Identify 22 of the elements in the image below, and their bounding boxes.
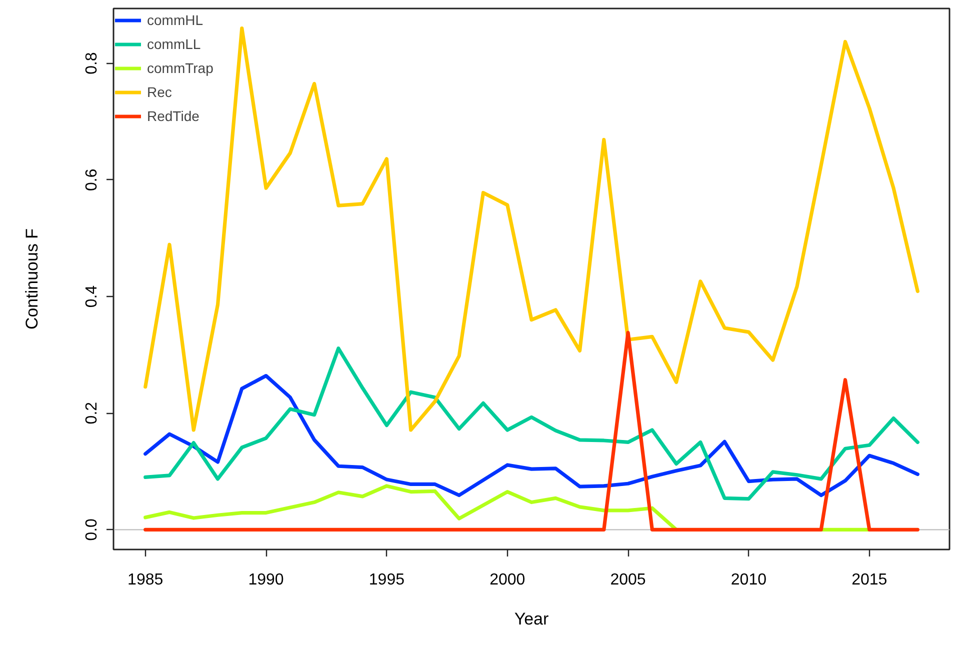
legend-label: commLL	[147, 35, 201, 54]
x-tick-label: 1995	[368, 572, 405, 588]
line-series	[144, 346, 920, 501]
x-axis-title: Year	[514, 610, 550, 628]
y-tick-label: 0.0	[84, 518, 100, 541]
y-axis-title: Continuous F	[22, 228, 42, 330]
y-tick-label: 0.8	[84, 52, 100, 74]
x-tick-label: 2010	[730, 572, 767, 588]
legend-label: commHL	[147, 11, 204, 30]
x-tick-label: 2000	[490, 572, 526, 588]
y-tick-label: 0.2	[84, 402, 100, 424]
y-tick-label: 0.4	[84, 285, 100, 308]
legend-label: RedTide	[147, 107, 200, 126]
line-series	[144, 26, 920, 432]
x-tick-label: 2015	[852, 572, 888, 588]
legend-label: commTrap	[147, 59, 214, 78]
x-tick-label: 1985	[128, 572, 164, 588]
x-tick-label: 1990	[248, 572, 284, 588]
x-tick-label: 2005	[610, 572, 646, 588]
y-tick-label: 0.6	[84, 168, 100, 192]
line-series	[144, 374, 920, 498]
legend-label: Rec	[147, 83, 172, 102]
